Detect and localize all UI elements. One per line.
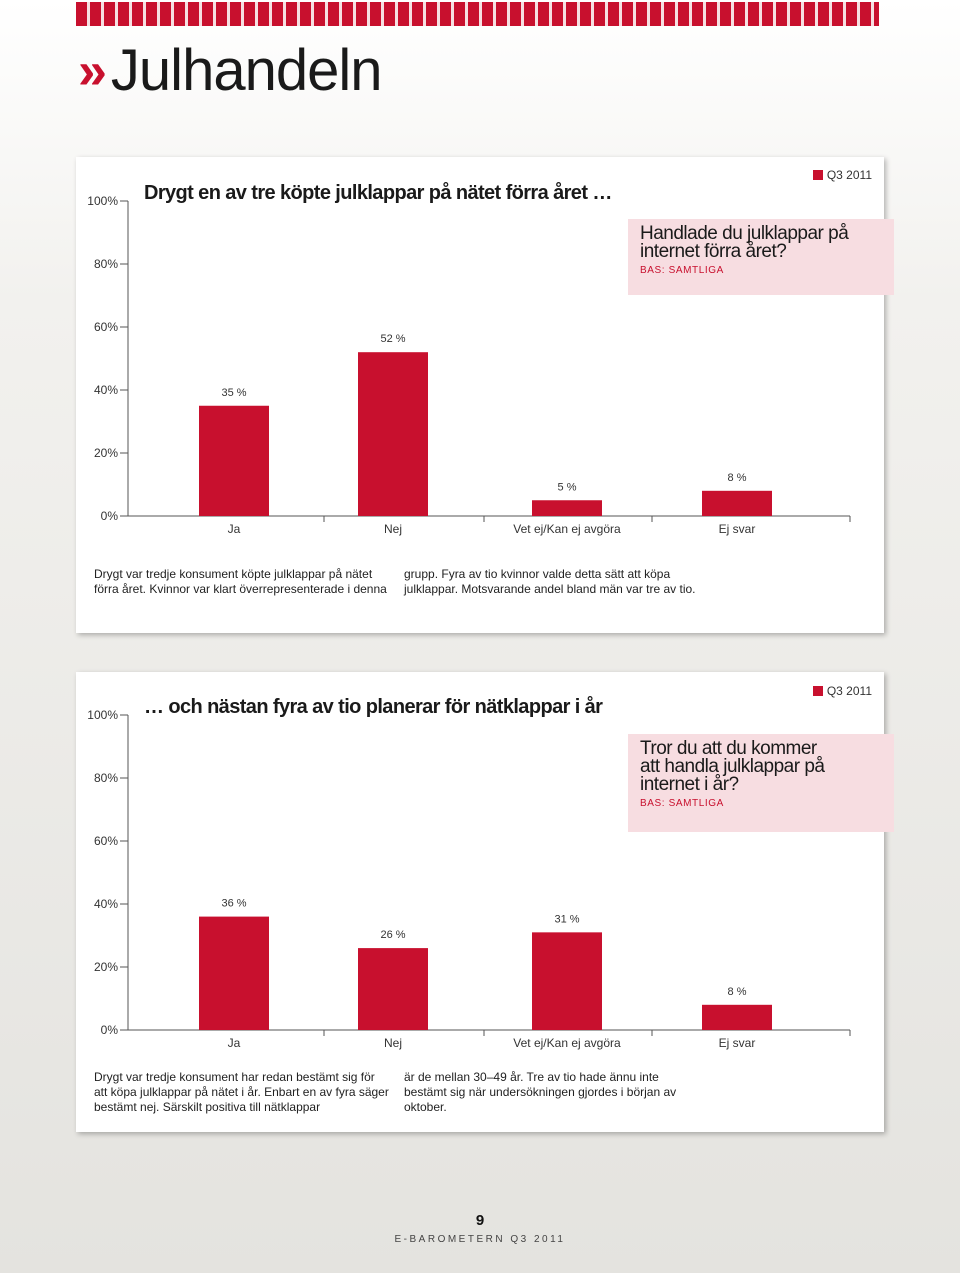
y-tick-label: 100% [87,194,118,208]
caption-right: är de mellan 30–49 år. Tre av tio hade ä… [404,1070,677,1114]
chart-card-this-year: 0% 20% 40% 60% 80% 100% 36 % Ja 26 % Nej 31 % Vet e… [76,672,894,1132]
y-tick-label: 40% [94,383,118,397]
question-text: Tror du att du kommer att handla julklap… [640,738,825,795]
bar-vet-ej-kan-ej-avg-ra [532,500,602,516]
chart-title: Drygt en av tre köpte julklappar på näte… [144,182,612,204]
y-tick-label: 20% [94,446,118,460]
y-tick-label: 20% [94,960,118,974]
bar-ej-svar [702,490,772,516]
y-tick-label: 0% [101,509,119,523]
bar-ja [199,916,269,1030]
bar-chart-this-year: 0% 20% 40% 60% 80% 100% 36 % Ja 26 % Nej 31 % Vet e… [87,708,851,1050]
data-label: 5 % [558,481,577,493]
chart-card-last-year: 0% 20% 40% 60% 80% 100% 35 % Ja 52 % Nej 5 % Vet ej… [76,157,894,633]
y-tick-label: 60% [94,834,118,848]
data-label: 35 % [221,387,246,399]
page-title: » Julhandeln [78,36,382,106]
data-label: 8 % [728,472,747,484]
y-tick-label: 80% [94,257,118,271]
category-label: Nej [384,522,402,536]
question-base: BAS: SAMTLIGA [640,798,724,809]
question-box: Handlade du julklappar på internet förra… [628,219,894,295]
category-label: Ja [228,1036,241,1050]
caption-right: grupp. Fyra av tio kvinnor valde detta s… [404,567,696,596]
y-tick-label: 0% [101,1023,119,1037]
y-tick-label: 80% [94,771,118,785]
caption-left: Drygt var tredje konsument köpte julklap… [94,567,387,596]
question-base: BAS: SAMTLIGA [640,265,724,276]
page-number: 9 [475,1212,485,1229]
legend-label: Q3 2011 [826,684,872,698]
question-text: Handlade du julklappar på internet förra… [640,223,849,262]
category-label: Ej svar [719,522,756,536]
bar-vet-ej-kan-ej-avg-ra [532,932,602,1030]
bar-ja [199,405,269,516]
data-label: 52 % [380,333,405,345]
category-label: Ej svar [719,1036,756,1050]
y-tick-label: 60% [94,320,118,334]
footer-publication: E-BAROMETERN Q3 2011 [394,1234,566,1245]
data-label: 31 % [554,913,579,925]
chart-title: … och nästan fyra av tio planerar för nä… [144,696,603,718]
page-title-text: Julhandeln [110,38,383,103]
y-tick-label: 40% [94,897,118,911]
question-box: Tror du att du kommer att handla julklap… [628,734,894,832]
legend: Q3 2011 [812,684,872,698]
category-label: Vet ej/Kan ej avgöra [513,1036,621,1050]
caption-left: Drygt var tredje konsument har redan bes… [94,1070,389,1114]
data-label: 8 % [728,986,747,998]
category-label: Vet ej/Kan ej avgöra [513,522,621,536]
legend: Q3 2011 [812,168,872,182]
category-label: Nej [384,1036,402,1050]
bar-chart-last-year: 0% 20% 40% 60% 80% 100% 35 % Ja 52 % Nej 5 % Vet ej… [87,194,851,536]
double-chevron-icon: » [78,42,107,100]
bar-nej [358,948,428,1030]
data-label: 26 % [380,929,405,941]
legend-swatch [812,170,823,180]
legend-label: Q3 2011 [826,168,872,182]
bar-nej [358,352,428,516]
bar-ej-svar [702,1004,772,1030]
header-stripes [76,2,879,26]
legend-swatch [812,686,823,696]
y-tick-label: 100% [87,708,118,722]
data-label: 36 % [221,898,246,910]
category-label: Ja [228,522,241,536]
